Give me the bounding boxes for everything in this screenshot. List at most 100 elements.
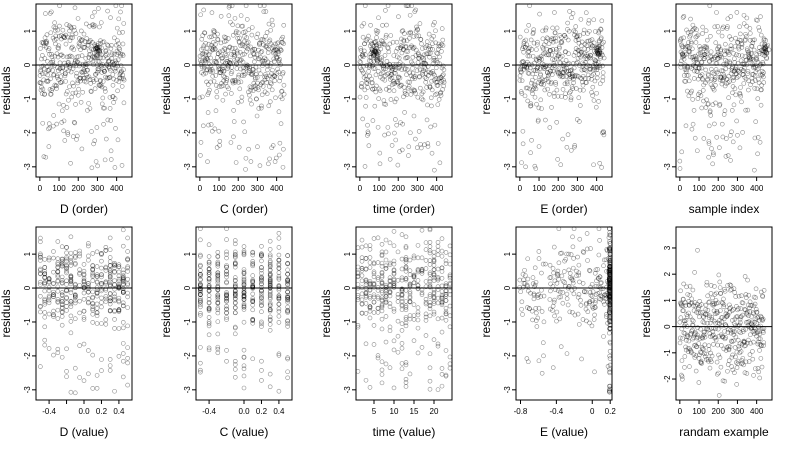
data-point (387, 74, 393, 79)
data-point (536, 58, 542, 64)
data-point (416, 129, 422, 134)
data-point (538, 81, 544, 86)
data-point (373, 49, 379, 54)
data-point (120, 341, 126, 346)
data-point (551, 244, 557, 250)
data-point (50, 58, 56, 64)
data-point (382, 42, 387, 48)
data-point (371, 53, 376, 58)
data-point (270, 67, 275, 73)
data-point (252, 46, 257, 52)
data-point (80, 70, 85, 75)
data-point (551, 61, 557, 66)
data-point (739, 41, 744, 46)
data-point (561, 65, 567, 71)
data-point (684, 43, 690, 49)
data-point (72, 120, 78, 126)
data-point (248, 53, 253, 59)
data-point (417, 74, 422, 80)
data-point (366, 62, 372, 68)
data-point (558, 40, 564, 45)
data-point (730, 352, 735, 358)
data-point (575, 254, 580, 260)
data-point (73, 31, 79, 36)
data-point (384, 22, 389, 28)
x-tick-label: 0 (358, 184, 363, 193)
data-point (214, 59, 219, 65)
data-point (406, 30, 412, 36)
data-point (97, 24, 102, 30)
data-point (62, 73, 68, 79)
data-point (103, 296, 109, 302)
data-point (416, 56, 422, 61)
data-point (414, 33, 419, 39)
data-point (598, 26, 603, 32)
data-point (522, 64, 527, 69)
data-point (707, 58, 712, 64)
data-point (249, 72, 254, 77)
data-point (399, 341, 405, 346)
data-point (694, 60, 700, 66)
data-point (711, 342, 716, 347)
data-point (116, 326, 122, 331)
data-point (42, 314, 48, 320)
data-point (681, 54, 686, 59)
data-point (538, 71, 543, 77)
data-point (741, 21, 747, 26)
data-point (727, 60, 733, 66)
data-point (699, 105, 705, 111)
data-point (228, 19, 233, 25)
data-point (278, 62, 283, 67)
y-tick-label: -2 (503, 352, 512, 360)
data-point (275, 51, 281, 57)
data-point (578, 49, 584, 55)
data-point (721, 112, 727, 117)
data-point (255, 85, 261, 90)
data-point (552, 30, 558, 36)
data-point (756, 76, 761, 82)
data-point (519, 160, 524, 165)
data-point (55, 75, 60, 80)
data-point (255, 144, 260, 149)
data-point (524, 65, 529, 70)
data-point (112, 309, 117, 314)
data-point (579, 356, 584, 362)
data-point (357, 94, 363, 100)
data-point (207, 66, 213, 72)
data-point (546, 41, 552, 47)
data-point (45, 68, 51, 73)
data-point (554, 56, 559, 61)
data-point (580, 74, 586, 79)
data-point (405, 49, 411, 54)
data-point (68, 330, 74, 336)
data-point (400, 28, 406, 33)
data-point (250, 69, 256, 75)
data-point (706, 343, 712, 348)
data-point (285, 271, 290, 277)
data-point (435, 239, 441, 245)
data-point (76, 54, 81, 59)
data-point (704, 97, 709, 103)
data-point (97, 44, 102, 50)
data-point (403, 384, 409, 389)
data-point (269, 45, 275, 51)
data-point (112, 66, 118, 72)
data-point (215, 31, 220, 37)
data-point (82, 75, 87, 81)
data-point (224, 55, 229, 61)
data-point (519, 59, 525, 65)
data-point (409, 76, 415, 82)
data-point (225, 36, 231, 41)
data-point (710, 161, 715, 167)
data-point (574, 73, 580, 79)
data-point (420, 71, 426, 77)
data-point (743, 76, 749, 82)
data-point (425, 102, 430, 108)
data-point (219, 55, 225, 61)
data-point (695, 247, 700, 253)
data-point (570, 73, 576, 79)
data-point (522, 45, 528, 50)
data-point (64, 105, 70, 110)
data-point (597, 50, 603, 56)
